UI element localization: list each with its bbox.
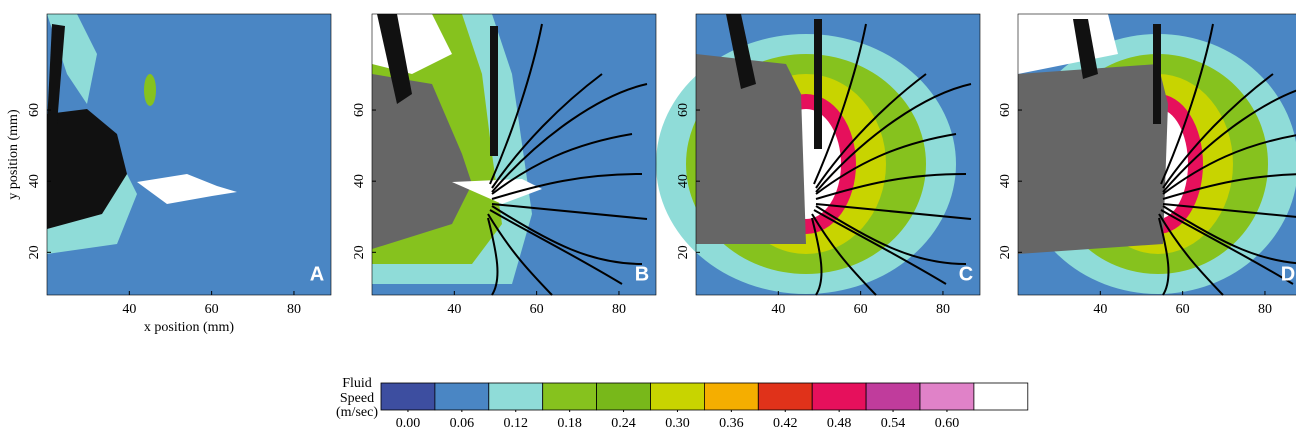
colorbar-cell — [650, 382, 705, 411]
colorbar-tick-label: 0.48 — [827, 416, 852, 431]
x-tick-label: 80 — [612, 302, 626, 317]
colorbar-cell — [488, 382, 544, 411]
panel-image — [1018, 14, 1296, 296]
colorbar-cell — [757, 382, 813, 411]
x-tick-label: 80 — [287, 302, 301, 317]
colorbar-cell — [865, 382, 921, 411]
colorbar-cell — [596, 382, 651, 411]
panel-image — [47, 14, 331, 295]
x-tick-label: 60 — [530, 302, 544, 317]
y-tick-label: 20 — [352, 245, 367, 259]
panel-image — [656, 14, 980, 296]
x-tick-label: 80 — [1258, 302, 1272, 317]
x-tick-label: 60 — [1176, 302, 1190, 317]
colorbar-cell — [380, 382, 436, 411]
y-tick-label: 40 — [998, 174, 1013, 188]
x-axis-label: x position (mm) — [144, 320, 235, 335]
plot-frame — [371, 13, 657, 296]
panel-label: C — [959, 263, 973, 285]
x-tick-label: 40 — [1093, 302, 1107, 317]
x-tick-label: 80 — [936, 302, 950, 317]
colorbar-tick-label: 0.42 — [773, 416, 798, 431]
colorbar-tick-label: 0.24 — [611, 416, 636, 431]
y-tick-label: 60 — [352, 103, 367, 117]
plot-frame — [46, 13, 332, 296]
colorbar-cell — [973, 382, 1029, 411]
colorbar-tick-label: 0.12 — [504, 416, 529, 431]
colorbar-title-line: Speed — [340, 391, 374, 406]
colorbar-cell — [542, 382, 598, 411]
x-tick-label: 40 — [447, 302, 461, 317]
colorbar-tick-label: 0.00 — [396, 416, 421, 431]
y-axis-label: y position (mm) — [6, 109, 21, 200]
colorbar-cell — [811, 382, 867, 411]
y-tick-label: 20 — [998, 245, 1013, 259]
plot-frame — [695, 13, 981, 296]
y-tick-label: 40 — [27, 174, 42, 188]
colorbar-cell — [919, 382, 975, 411]
panel-image — [372, 14, 656, 296]
y-tick-label: 20 — [27, 245, 42, 259]
x-tick-label: 40 — [122, 302, 136, 317]
colorbar-tick-label: 0.60 — [935, 416, 960, 431]
y-tick-label: 40 — [352, 174, 367, 188]
colorbar-title-line: Fluid — [342, 376, 372, 391]
colorbar-cell — [704, 382, 759, 411]
x-tick-label: 60 — [854, 302, 868, 317]
colorbar-tick-label: 0.18 — [557, 416, 582, 431]
colorbar-tick-label: 0.06 — [450, 416, 475, 431]
colorbar-tick-label: 0.36 — [719, 416, 744, 431]
colorbar-title: Fluid Speed (m/sec) — [336, 376, 378, 420]
y-tick-label: 60 — [676, 103, 691, 117]
y-tick-label: 40 — [676, 174, 691, 188]
x-tick-label: 60 — [205, 302, 219, 317]
x-tick-label: 40 — [771, 302, 785, 317]
colorbar-cell — [434, 382, 490, 411]
colorbar-tick-label: 0.30 — [665, 416, 690, 431]
colorbar-tick-label: 0.54 — [881, 416, 906, 431]
plot-frame — [1017, 13, 1296, 296]
colorbar-title-line: (m/sec) — [336, 405, 378, 420]
y-tick-label: 60 — [998, 103, 1013, 117]
y-tick-label: 60 — [27, 103, 42, 117]
panel-label: A — [310, 263, 324, 285]
panel-label: D — [1281, 263, 1295, 285]
y-tick-label: 20 — [676, 245, 691, 259]
panel-label: B — [635, 263, 649, 285]
